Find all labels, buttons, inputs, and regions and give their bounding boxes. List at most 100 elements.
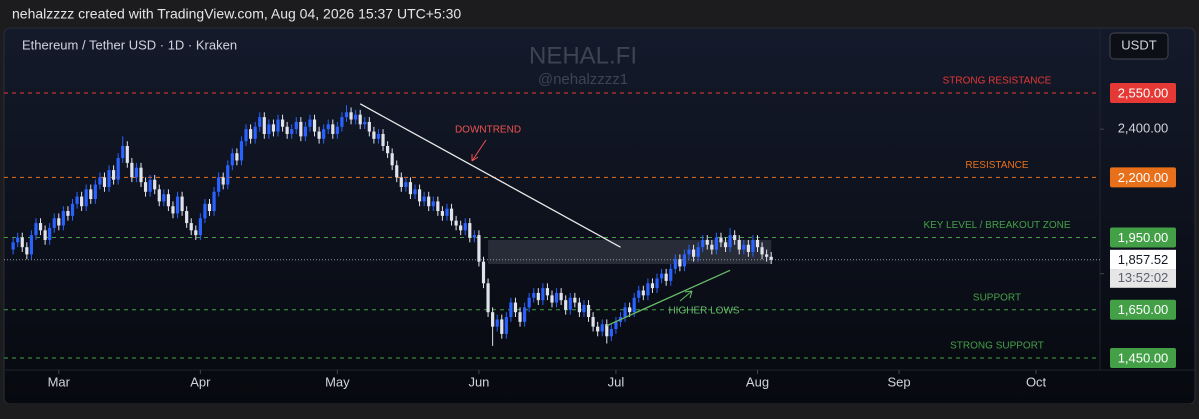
annotation: DOWNTREND (455, 125, 521, 136)
candle-body (632, 297, 636, 313)
candle-body (148, 179, 152, 192)
level-tag-label: 1,450.00 (1118, 350, 1169, 365)
candle-body (175, 196, 180, 214)
candle-body (486, 283, 490, 313)
level-tag-label: 1,950.00 (1118, 230, 1169, 245)
candle-body (765, 254, 769, 257)
x-tick-label: Jul (608, 374, 625, 389)
candle-body (299, 121, 303, 137)
candle-body (308, 119, 312, 127)
candle-body (710, 244, 714, 250)
candle-body (84, 189, 88, 207)
candle-body (596, 326, 600, 332)
candle-body (463, 223, 467, 231)
candle-body (226, 165, 230, 185)
candle-body (559, 292, 563, 301)
candle-body (52, 218, 56, 228)
candle-body (701, 239, 705, 248)
candle-body (61, 211, 65, 226)
candle-body (349, 112, 353, 120)
candle-body (358, 114, 362, 125)
candle-body (98, 177, 102, 185)
currency-button[interactable] (1109, 32, 1169, 60)
candle-body (723, 242, 728, 248)
candle-body (742, 244, 746, 250)
candle-body (363, 121, 367, 125)
level-name: KEY LEVEL / BREAKOUT ZONE (923, 220, 1070, 231)
candle-body (687, 249, 691, 255)
candle-body (239, 141, 244, 161)
candle-body (207, 203, 212, 212)
candle-body (285, 126, 289, 134)
candle-body (669, 268, 673, 281)
countdown: 13:52:02 (1118, 270, 1169, 285)
candle-body (280, 119, 285, 127)
candle-body (340, 117, 344, 127)
candle-body (25, 247, 29, 255)
candle-body (66, 211, 70, 216)
y-tick-label: 2,400.00 (1118, 121, 1169, 136)
x-tick-label: Aug (746, 374, 769, 389)
currency[interactable]: USDT (1121, 37, 1156, 52)
candle-body (43, 230, 47, 240)
candle-body (454, 220, 458, 226)
candle-body (628, 307, 632, 313)
candle-body (244, 129, 248, 142)
candle-body (48, 227, 52, 240)
candle-body (664, 273, 668, 281)
candle-body (153, 179, 157, 190)
candle-body (705, 239, 709, 245)
candle-body (564, 300, 568, 310)
level-tag (1110, 167, 1176, 188)
candle-body (171, 206, 175, 214)
candle-body (258, 117, 262, 127)
candle-body (267, 124, 271, 134)
level-tag-label: 2,550.00 (1118, 85, 1169, 100)
level-tag-label: 2,200.00 (1118, 170, 1169, 185)
candle-body (294, 121, 298, 130)
candle-body (459, 225, 463, 231)
x-tick-label: Mar (48, 374, 71, 389)
candle-body (714, 237, 718, 250)
candle-body (38, 223, 43, 231)
candle-body (436, 201, 440, 212)
candle-body (413, 189, 417, 195)
candle-body (399, 177, 403, 187)
candle-body (449, 208, 454, 221)
candle-body (89, 189, 93, 199)
candle-body (112, 170, 116, 180)
candle-body (290, 129, 294, 134)
countdown-tag (1110, 269, 1176, 288)
candle-body (751, 239, 755, 252)
candle-body (504, 317, 508, 334)
candle-body (440, 211, 444, 216)
candle-body (541, 288, 545, 301)
candle-body (390, 153, 394, 166)
candle-body (80, 196, 84, 207)
candle-body (20, 237, 24, 248)
candle-body (545, 288, 550, 296)
candle-body (212, 191, 216, 212)
candle-body (550, 295, 554, 303)
symbol-title: Ethereum / Tether USD · 1D · Kraken (22, 37, 237, 52)
candle-body (230, 153, 234, 166)
candle-body (646, 283, 650, 296)
candle-body (130, 162, 134, 178)
candle-body (582, 304, 586, 313)
candle-body (586, 304, 591, 318)
candle-body (143, 182, 148, 192)
candle-body (354, 114, 358, 120)
x-tick-label: May (325, 374, 350, 389)
watermark: NEHAL.FI (529, 42, 637, 69)
candle-body (203, 203, 207, 219)
candle-body (650, 283, 655, 289)
watermark-handle: @nehalzzzz1 (538, 71, 628, 88)
candle-body (312, 119, 317, 132)
candle-body (57, 218, 61, 226)
trendline (606, 269, 731, 327)
candle-body (513, 302, 518, 313)
candle-body (166, 194, 170, 207)
candle-body (180, 196, 184, 212)
